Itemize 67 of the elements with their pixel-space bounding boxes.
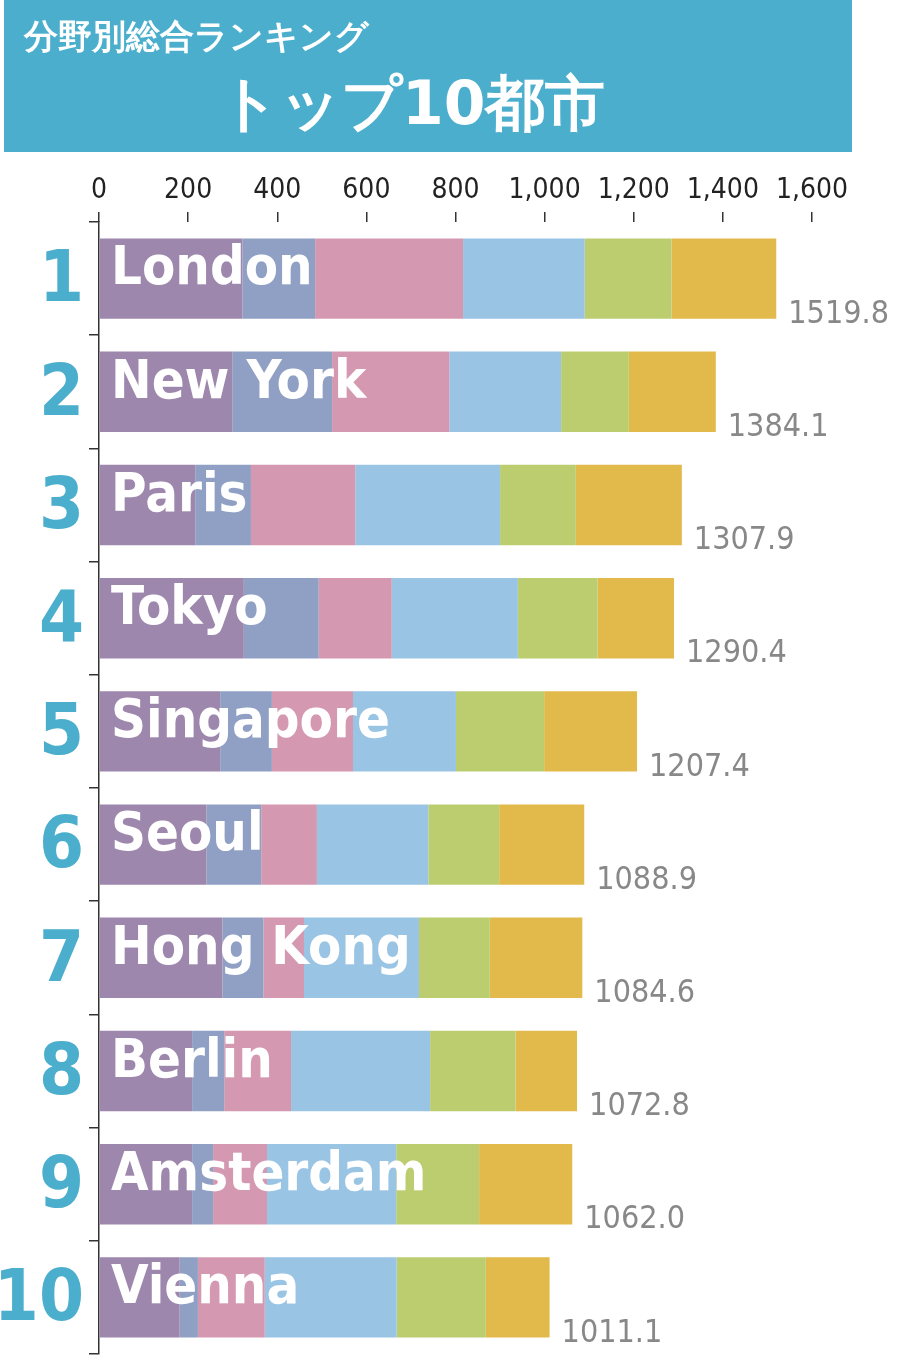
total-label: 1072.8 xyxy=(589,1085,690,1124)
total-label: 1290.4 xyxy=(686,632,787,671)
bar xyxy=(261,804,317,885)
bar xyxy=(315,238,464,319)
x-tick-label: 1,000 xyxy=(508,172,581,206)
bar xyxy=(391,578,518,659)
bar xyxy=(418,917,490,998)
bar xyxy=(430,1030,516,1112)
x-tick-label: 1,400 xyxy=(686,172,759,206)
bar xyxy=(250,464,356,546)
total-label: 1207.4 xyxy=(649,745,750,784)
total-label: 1307.9 xyxy=(693,519,795,558)
text: 1 xyxy=(38,234,84,319)
bar xyxy=(597,578,675,659)
y-tick-label: Seoul xyxy=(111,800,264,864)
total-label: 1062.0 xyxy=(584,1198,685,1237)
x-tick-label: 1,200 xyxy=(597,172,670,206)
bar xyxy=(517,578,598,659)
bar xyxy=(463,238,585,319)
text: 8 xyxy=(38,1026,84,1111)
y-tick-label: Tokyo xyxy=(111,574,268,638)
bar xyxy=(489,917,583,998)
bar xyxy=(449,351,562,432)
bar xyxy=(575,464,682,546)
chart-subtitle: トップ10都市 xyxy=(219,67,606,140)
x-tick-label: 1,600 xyxy=(775,172,849,206)
text: 10 xyxy=(0,1253,84,1338)
text: 9 xyxy=(38,1139,84,1224)
bar xyxy=(561,351,629,432)
x-tick-label: 400 xyxy=(253,172,302,206)
bar xyxy=(355,464,501,546)
bar xyxy=(455,691,545,772)
text: 2 xyxy=(38,347,84,432)
text: 5 xyxy=(38,687,84,772)
bar xyxy=(584,238,672,319)
bar xyxy=(499,804,585,885)
text: 3 xyxy=(38,460,84,545)
bar xyxy=(500,464,576,546)
total-label: 1084.6 xyxy=(594,971,696,1010)
total-label: 1519.8 xyxy=(788,292,889,331)
bar xyxy=(318,578,392,659)
bar xyxy=(396,1257,486,1338)
bar xyxy=(671,238,777,319)
bar xyxy=(428,804,500,885)
y-tick-label: Berlin xyxy=(111,1026,273,1090)
text: 6 xyxy=(38,800,84,885)
bar xyxy=(316,804,429,885)
bar xyxy=(479,1144,573,1225)
x-tick-label: 800 xyxy=(431,172,480,206)
x-tick-label: 0 xyxy=(90,172,108,206)
y-tick-label: London xyxy=(111,234,313,298)
y-tick-label: Singapore xyxy=(111,687,390,751)
bar xyxy=(291,1030,431,1112)
bar xyxy=(485,1257,550,1338)
total-label: 1384.1 xyxy=(727,405,829,444)
y-tick-label: Hong Kong xyxy=(111,913,411,977)
bar xyxy=(628,351,716,432)
text: 4 xyxy=(38,573,84,658)
total-label: 1011.1 xyxy=(561,1311,663,1350)
chart-title: 分野別総合ランキング xyxy=(24,15,369,58)
total-label: 1088.9 xyxy=(596,858,697,897)
x-tick-label: 600 xyxy=(342,172,391,206)
y-tick-label: Paris xyxy=(111,460,248,524)
text: 7 xyxy=(38,913,84,998)
bar xyxy=(544,691,638,772)
bar xyxy=(515,1030,578,1112)
x-tick-label: 200 xyxy=(164,172,213,206)
